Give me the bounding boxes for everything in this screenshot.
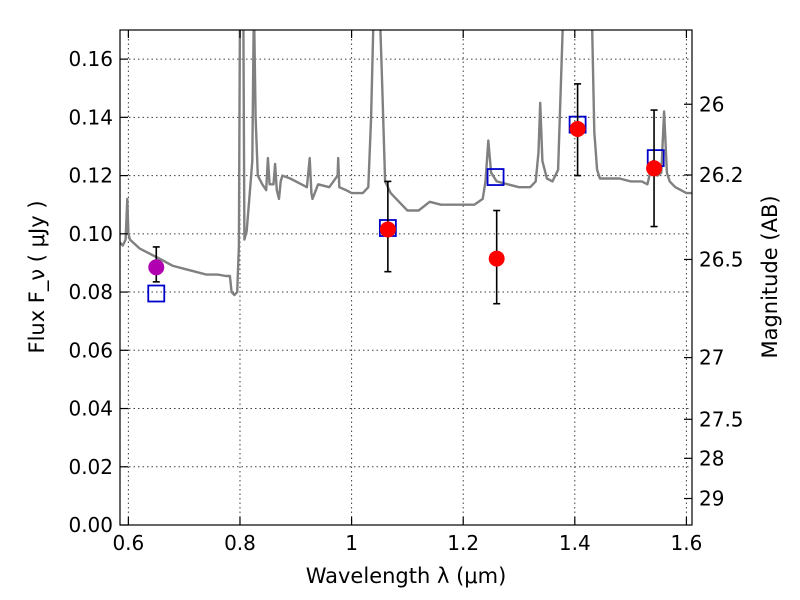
model-square-marker xyxy=(147,284,166,303)
x-tick-label: 0.6 xyxy=(112,531,144,555)
x-axis-title: Wavelength λ (μm) xyxy=(306,564,507,588)
x-tick-label: 1.2 xyxy=(447,531,479,555)
y-tick-label: 0.02 xyxy=(68,455,113,479)
x-tick-label: 0.8 xyxy=(224,531,256,555)
spectrum-layer xyxy=(120,30,692,297)
data-point-marker xyxy=(379,221,396,238)
y-tick-label: 0.16 xyxy=(68,47,113,71)
y-tick-label: 0.10 xyxy=(68,222,113,246)
spectrum-line xyxy=(120,30,692,297)
right-axis-title: Magnitude (AB) xyxy=(758,195,782,358)
right-tick-label: 27.5 xyxy=(699,407,744,431)
x-tick-label: 1 xyxy=(345,531,358,555)
x-tick-label: 1.6 xyxy=(671,531,703,555)
data-point-marker xyxy=(148,259,165,276)
right-tick-label: 27 xyxy=(699,346,724,370)
data-point-marker xyxy=(488,250,505,267)
right-tick-label: 29 xyxy=(699,487,724,511)
y-tick-label: 0.14 xyxy=(68,105,113,129)
y-axis-title: Flux F_ν ( μJy ) xyxy=(25,200,50,353)
data-point-marker xyxy=(646,160,663,177)
model-square-marker xyxy=(486,168,505,186)
y-tick-label: 0.08 xyxy=(68,280,113,304)
right-tick-label: 26.2 xyxy=(699,163,744,187)
y-tick-label: 0.00 xyxy=(68,513,113,537)
grid-layer xyxy=(120,30,692,526)
y-tick-label: 0.12 xyxy=(68,164,113,188)
right-tick-label: 26 xyxy=(699,92,724,116)
marker-layer xyxy=(147,83,665,305)
plot-frame xyxy=(119,29,693,526)
tick-layer: 0.6 0.8 1 1.2 1.4 1.6 0.00 0.02 0.04 0.06 0.08 0.10… xyxy=(68,30,744,555)
y-tick-label: 0.04 xyxy=(68,397,113,421)
data-point-marker xyxy=(569,121,586,137)
right-tick-label: 28 xyxy=(699,446,724,470)
right-tick-label: 26.5 xyxy=(699,247,744,271)
y-tick-label: 0.06 xyxy=(68,338,113,362)
x-tick-label: 1.4 xyxy=(559,531,591,555)
